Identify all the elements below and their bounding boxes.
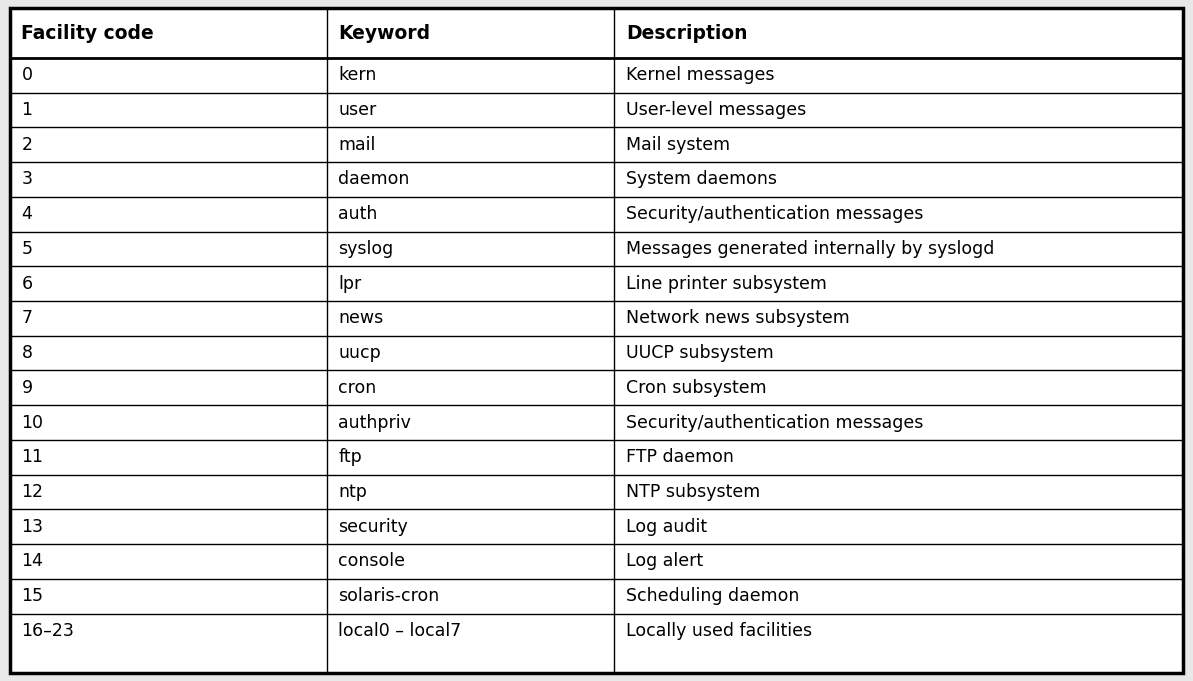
Text: Messages generated internally by syslogd: Messages generated internally by syslogd (626, 240, 995, 258)
Text: lpr: lpr (339, 274, 361, 293)
Text: 2: 2 (21, 136, 32, 154)
Text: mail: mail (339, 136, 376, 154)
Text: 13: 13 (21, 518, 43, 536)
Text: uucp: uucp (339, 344, 382, 362)
Text: local0 – local7: local0 – local7 (339, 622, 462, 640)
Text: security: security (339, 518, 408, 536)
Text: Cron subsystem: Cron subsystem (626, 379, 767, 397)
Text: 8: 8 (21, 344, 32, 362)
Text: 16–23: 16–23 (21, 622, 74, 640)
Text: FTP daemon: FTP daemon (626, 448, 734, 466)
Text: news: news (339, 309, 384, 328)
Text: console: console (339, 552, 406, 571)
Text: 9: 9 (21, 379, 32, 397)
Text: Description: Description (626, 24, 748, 42)
Text: 4: 4 (21, 205, 32, 223)
Text: Locally used facilities: Locally used facilities (626, 622, 812, 640)
Text: authpriv: authpriv (339, 413, 412, 432)
Text: Log audit: Log audit (626, 518, 707, 536)
Text: auth: auth (339, 205, 378, 223)
Text: 15: 15 (21, 587, 43, 605)
Text: Kernel messages: Kernel messages (626, 66, 774, 84)
Text: cron: cron (339, 379, 377, 397)
Text: 0: 0 (21, 66, 32, 84)
Text: 6: 6 (21, 274, 32, 293)
Text: 12: 12 (21, 483, 43, 501)
Text: Log alert: Log alert (626, 552, 703, 571)
Text: Network news subsystem: Network news subsystem (626, 309, 849, 328)
Text: Keyword: Keyword (339, 24, 431, 42)
Text: Line printer subsystem: Line printer subsystem (626, 274, 827, 293)
Text: NTP subsystem: NTP subsystem (626, 483, 760, 501)
Text: Mail system: Mail system (626, 136, 730, 154)
Text: Scheduling daemon: Scheduling daemon (626, 587, 799, 605)
Text: 14: 14 (21, 552, 43, 571)
Text: Security/authentication messages: Security/authentication messages (626, 413, 923, 432)
Text: syslog: syslog (339, 240, 394, 258)
Text: kern: kern (339, 66, 377, 84)
Text: ntp: ntp (339, 483, 367, 501)
Text: 1: 1 (21, 101, 32, 119)
Text: Facility code: Facility code (21, 24, 154, 42)
Text: solaris-cron: solaris-cron (339, 587, 440, 605)
Text: ftp: ftp (339, 448, 363, 466)
Text: 11: 11 (21, 448, 43, 466)
Text: UUCP subsystem: UUCP subsystem (626, 344, 774, 362)
Text: 7: 7 (21, 309, 32, 328)
Text: System daemons: System daemons (626, 170, 777, 189)
Text: User-level messages: User-level messages (626, 101, 806, 119)
Text: Security/authentication messages: Security/authentication messages (626, 205, 923, 223)
Text: user: user (339, 101, 377, 119)
Text: daemon: daemon (339, 170, 410, 189)
Text: 5: 5 (21, 240, 32, 258)
Text: 3: 3 (21, 170, 32, 189)
Text: 10: 10 (21, 413, 43, 432)
